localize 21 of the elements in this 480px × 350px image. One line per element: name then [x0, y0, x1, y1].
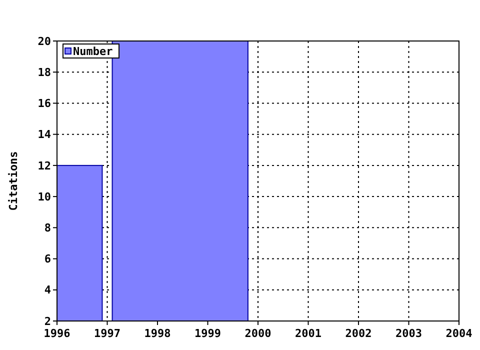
- x-tick-label: 1998: [144, 327, 171, 340]
- x-tick-label: 1996: [44, 327, 71, 340]
- x-tick-label: 1997: [94, 327, 120, 340]
- y-tick-label: 14: [38, 128, 52, 142]
- y-tick-label: 10: [38, 190, 51, 204]
- y-tick-label: 8: [44, 222, 51, 235]
- x-tick-label: 2000: [244, 327, 272, 340]
- x-tick-label: 2002: [345, 327, 372, 340]
- x-tick-label: 2001: [295, 327, 322, 340]
- y-tick-label: 18: [38, 66, 51, 79]
- x-tick-label: 2004: [446, 327, 473, 340]
- y-tick-label: 2: [44, 314, 51, 328]
- y-tick-label: 6: [44, 252, 52, 266]
- y-axis-title: Citations: [7, 151, 20, 211]
- x-tick-label: 2003: [396, 327, 422, 340]
- y-tick-label: 12: [38, 159, 51, 172]
- y-tick-label: 16: [38, 97, 52, 110]
- y-tick-label: 4: [44, 284, 52, 297]
- y-tick-label: 20: [38, 34, 51, 48]
- legend-label: Number: [73, 45, 114, 58]
- x-tick-label: 1999: [194, 327, 221, 340]
